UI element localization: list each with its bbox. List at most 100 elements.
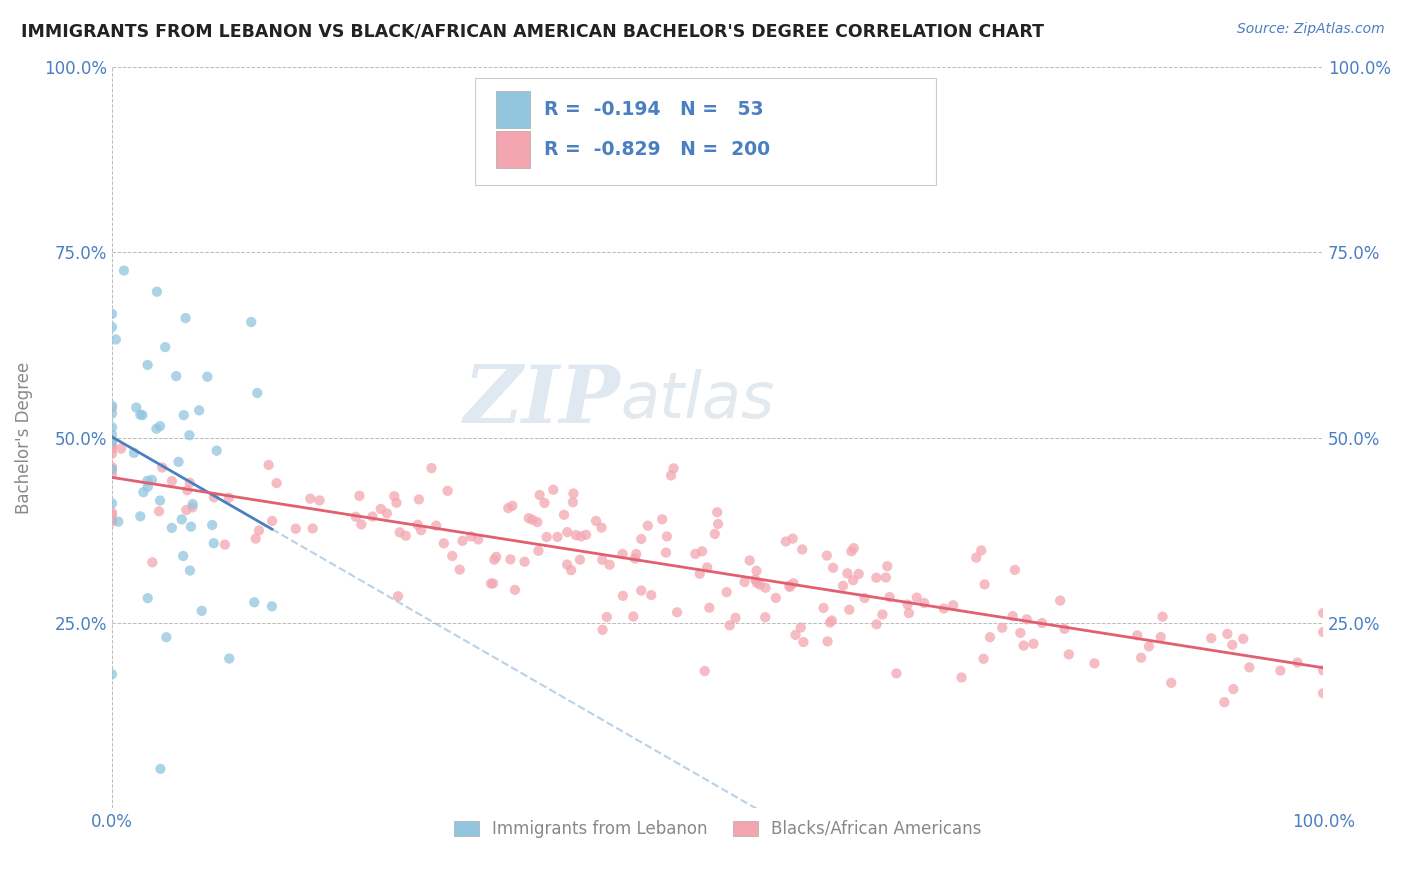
Point (387, 589, 409, 603)
Point (1022, 637, 1045, 651)
Point (1049, 593, 1071, 607)
Point (555, 558, 578, 572)
Point (406, 517, 429, 532)
Point (101, 515, 124, 529)
Point (262, 514, 284, 528)
Point (585, 514, 607, 528)
Point (1312, 606, 1334, 620)
Point (101, 496, 124, 510)
Point (1130, 650, 1153, 665)
Point (529, 488, 551, 502)
Point (655, 545, 678, 559)
Point (1312, 664, 1334, 678)
Point (991, 621, 1014, 635)
Point (1015, 612, 1038, 626)
Point (1160, 676, 1182, 690)
Point (131, 408, 153, 422)
Point (101, 513, 124, 527)
Point (141, 555, 163, 569)
Point (754, 581, 776, 595)
Point (101, 508, 124, 522)
Point (621, 609, 644, 624)
Text: R =  -0.194   N =   53: R = -0.194 N = 53 (544, 100, 763, 120)
Point (150, 460, 173, 475)
Text: Source: ZipAtlas.com: Source: ZipAtlas.com (1237, 22, 1385, 37)
Point (662, 461, 685, 475)
Point (202, 536, 225, 550)
Point (1010, 625, 1032, 640)
Legend: Immigrants from Lebanon, Blacks/African Americans: Immigrants from Lebanon, Blacks/African … (447, 814, 988, 845)
Point (1286, 656, 1309, 670)
Point (562, 486, 585, 500)
Point (451, 533, 474, 548)
Point (174, 311, 197, 326)
Point (110, 442, 132, 456)
Point (526, 515, 548, 529)
Point (107, 515, 129, 529)
Point (817, 634, 839, 648)
Point (101, 399, 124, 413)
Point (841, 544, 863, 558)
Point (612, 589, 634, 603)
Point (136, 480, 159, 494)
Point (1199, 631, 1222, 645)
Point (965, 550, 987, 565)
Point (659, 468, 682, 483)
Point (146, 285, 169, 299)
Text: ZIP: ZIP (464, 361, 620, 439)
Point (160, 474, 183, 488)
Point (257, 458, 280, 472)
Point (876, 559, 898, 574)
Point (596, 610, 619, 624)
Point (1152, 609, 1174, 624)
Point (149, 419, 172, 434)
Point (141, 473, 163, 487)
Point (112, 263, 135, 277)
FancyBboxPatch shape (496, 91, 530, 128)
Text: IMMIGRANTS FROM LEBANON VS BLACK/AFRICAN AMERICAN BACHELOR'S DEGREE CORRELATION : IMMIGRANTS FROM LEBANON VS BLACK/AFRICAN… (21, 22, 1045, 40)
Y-axis label: Bachelor's Degree: Bachelor's Degree (15, 361, 32, 514)
Point (821, 614, 844, 628)
Point (136, 474, 159, 488)
Point (101, 442, 124, 456)
Point (838, 603, 860, 617)
Point (153, 340, 176, 354)
Point (101, 506, 124, 520)
Point (569, 529, 592, 543)
Point (170, 512, 193, 526)
Point (716, 585, 738, 599)
Point (101, 447, 124, 461)
Point (533, 496, 555, 510)
Point (655, 529, 678, 543)
Point (553, 508, 575, 522)
Point (349, 489, 371, 503)
Point (301, 521, 323, 535)
Point (748, 577, 770, 591)
Point (696, 560, 718, 574)
Point (706, 505, 728, 519)
Point (522, 513, 544, 527)
Point (707, 516, 730, 531)
Point (651, 512, 673, 526)
Point (1232, 632, 1254, 646)
Point (1239, 660, 1261, 674)
Point (1220, 638, 1243, 652)
Point (782, 532, 804, 546)
Point (132, 485, 155, 500)
Point (693, 664, 716, 678)
Point (385, 496, 408, 510)
Point (101, 462, 124, 476)
Point (101, 407, 124, 421)
Point (744, 573, 766, 587)
Point (565, 528, 588, 542)
Point (181, 500, 204, 515)
Point (485, 549, 508, 564)
Point (875, 570, 897, 584)
Point (1083, 657, 1105, 671)
Point (246, 386, 269, 401)
Point (637, 518, 659, 533)
Point (973, 652, 995, 666)
Point (872, 607, 894, 622)
Point (790, 620, 813, 634)
Point (879, 590, 901, 604)
